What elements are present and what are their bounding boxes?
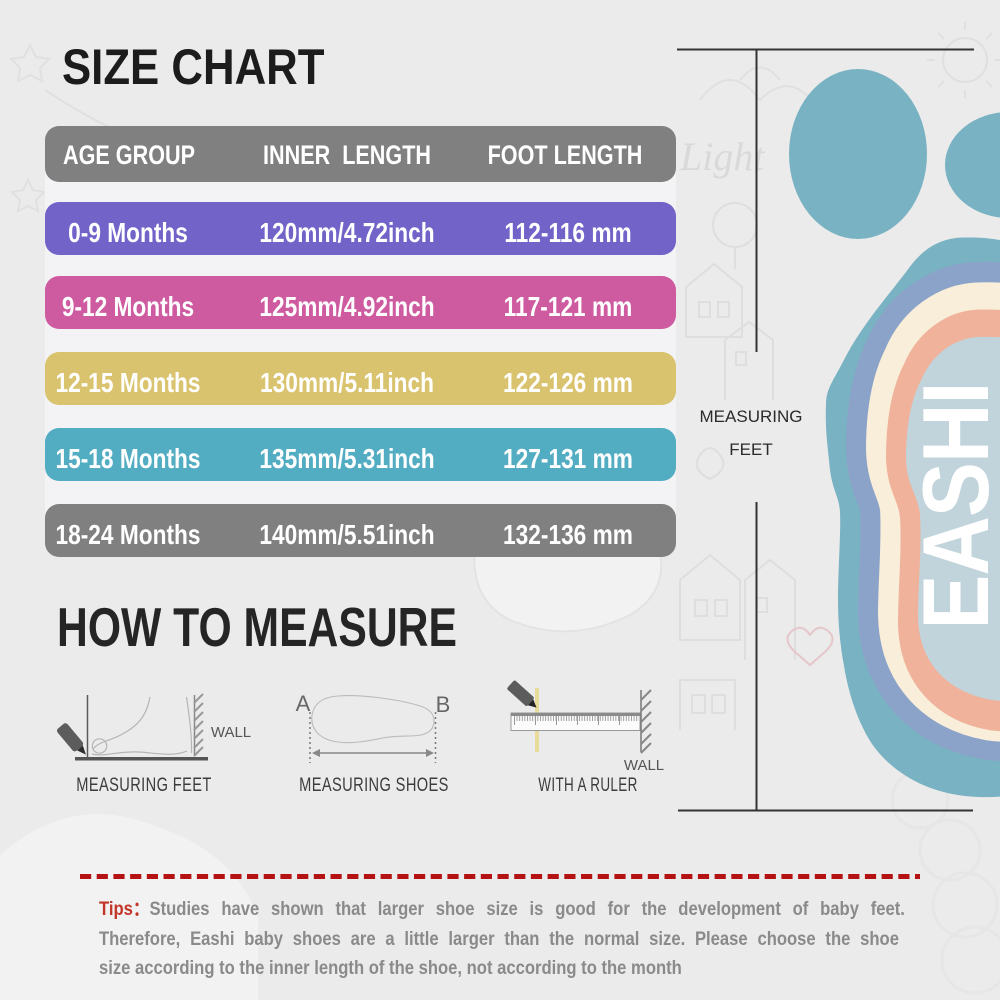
svg-text:Light: Light — [679, 134, 765, 179]
